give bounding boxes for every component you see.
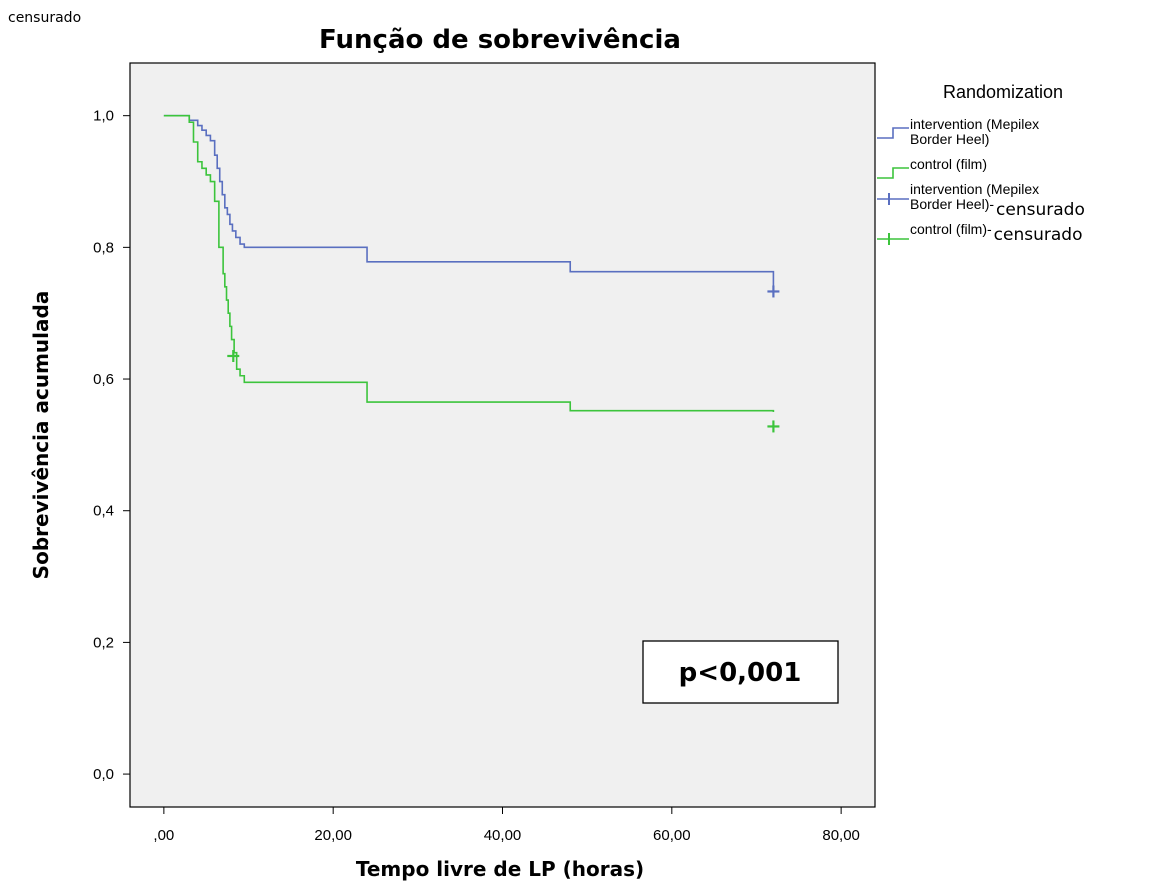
y-tick-label: 0,2 [93, 634, 114, 651]
series-layer [163, 114, 780, 433]
legend-censored-suffix: censurado [996, 200, 1085, 220]
y-tick-label: 0,0 [93, 766, 114, 783]
legend-entry: control (film) [877, 156, 987, 179]
y-tick-label: 0,8 [93, 239, 114, 256]
x-tick-label: 60,00 [653, 827, 691, 844]
corner-censored-label: censurado [8, 10, 81, 26]
legend-label-line: Border Heel) [910, 131, 989, 147]
legend-label-line: control (film) [910, 156, 987, 172]
censored-marker [767, 285, 780, 298]
legend-label-line: intervention (Mepilex [910, 181, 1039, 197]
p-value-box: p<0,001 [642, 640, 839, 704]
legend-label-line: intervention (Mepilex [910, 116, 1039, 132]
legend: Randomization intervention (MepilexBorde… [877, 82, 1085, 245]
legend-step-swatch [877, 127, 909, 139]
p-value-frame [642, 640, 839, 704]
series-line-control [163, 114, 775, 412]
censored-marker [767, 420, 780, 433]
x-tick-label: 20,00 [314, 827, 352, 844]
legend-censored-suffix: censurado [994, 225, 1083, 245]
censored-marker [227, 349, 240, 362]
chart-title: Função de sobrevivência [319, 25, 681, 55]
x-tick-label: ,00 [153, 827, 174, 844]
y-tick-label: 0,6 [93, 371, 114, 388]
x-tick-label: 40,00 [484, 827, 522, 844]
y-tick-label: 0,4 [93, 503, 114, 520]
legend-label-line: control (film)- [910, 221, 992, 237]
legend-title: Randomization [943, 82, 1063, 102]
x-tick-label: 80,00 [822, 827, 860, 844]
legend-label-line: Border Heel)- [910, 196, 994, 212]
p-value-text: p<0,001 [679, 658, 802, 688]
x-axis: ,00 20,00 40,00 60,00 80,00 [153, 807, 860, 844]
y-axis-label: Sobrevivência acumulada [29, 291, 53, 580]
y-axis: 0,0 0,2 0,4 0,6 0,8 1,0 [93, 108, 130, 783]
series-line-intervention [163, 114, 775, 287]
legend-step-swatch [877, 167, 909, 179]
legend-entry: control (film)- censurado [877, 221, 1082, 245]
x-axis-label: Tempo livre de LP (horas) [356, 857, 644, 881]
y-tick-label: 1,0 [93, 108, 114, 125]
